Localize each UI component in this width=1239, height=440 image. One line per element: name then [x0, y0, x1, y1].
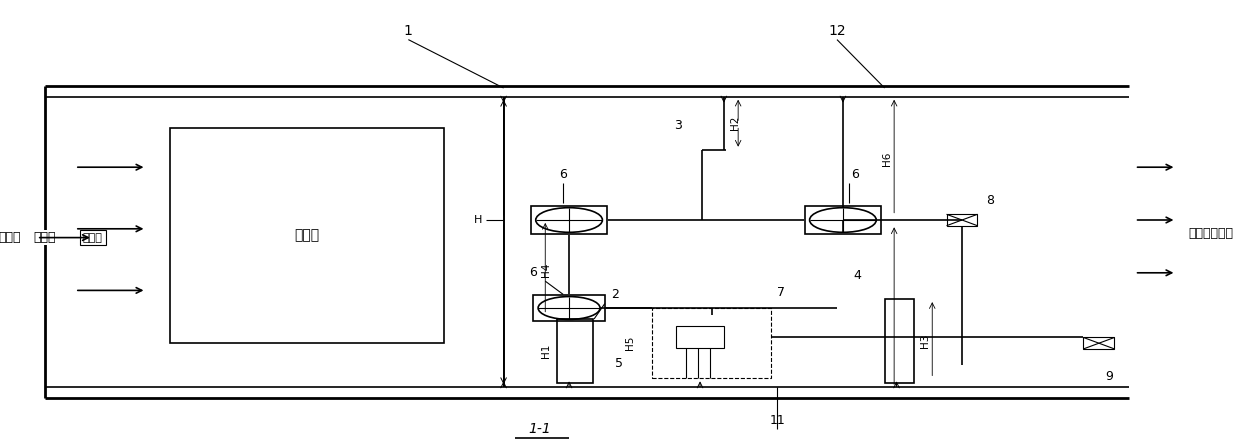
Bar [947, 214, 978, 226]
Bar [530, 206, 607, 234]
Text: 4: 4 [852, 268, 861, 282]
Bar [885, 299, 914, 383]
Text: 11: 11 [769, 414, 786, 427]
Text: H6: H6 [882, 151, 892, 165]
Text: H1: H1 [541, 344, 551, 358]
Text: 进风口: 进风口 [0, 231, 21, 244]
Bar [534, 295, 605, 321]
Text: H: H [473, 215, 482, 225]
Bar [653, 308, 772, 378]
Text: 进风口: 进风口 [33, 231, 56, 244]
Bar [558, 319, 593, 383]
Text: 3: 3 [674, 119, 683, 132]
Bar [170, 128, 444, 343]
Text: 6: 6 [529, 266, 538, 279]
Text: 1: 1 [404, 24, 413, 38]
Text: H4: H4 [541, 262, 551, 277]
Text: 2: 2 [611, 288, 618, 301]
Text: 6: 6 [851, 168, 859, 181]
Text: 7: 7 [777, 286, 786, 299]
Text: 8: 8 [986, 194, 994, 207]
Text: H5: H5 [624, 336, 634, 350]
Text: 进风口: 进风口 [295, 228, 320, 242]
Text: 12: 12 [828, 24, 846, 38]
Bar [804, 206, 881, 234]
Bar [1083, 337, 1114, 349]
Text: 6: 6 [559, 168, 567, 181]
Text: H2: H2 [730, 116, 740, 130]
Text: 风道外部空间: 风道外部空间 [1188, 227, 1233, 240]
Text: 1-1: 1-1 [528, 422, 550, 436]
Bar [676, 326, 724, 348]
Text: 9: 9 [1105, 370, 1113, 383]
Text: 5: 5 [615, 356, 623, 370]
Text: 进风口: 进风口 [83, 233, 103, 242]
Text: H3: H3 [921, 334, 930, 348]
